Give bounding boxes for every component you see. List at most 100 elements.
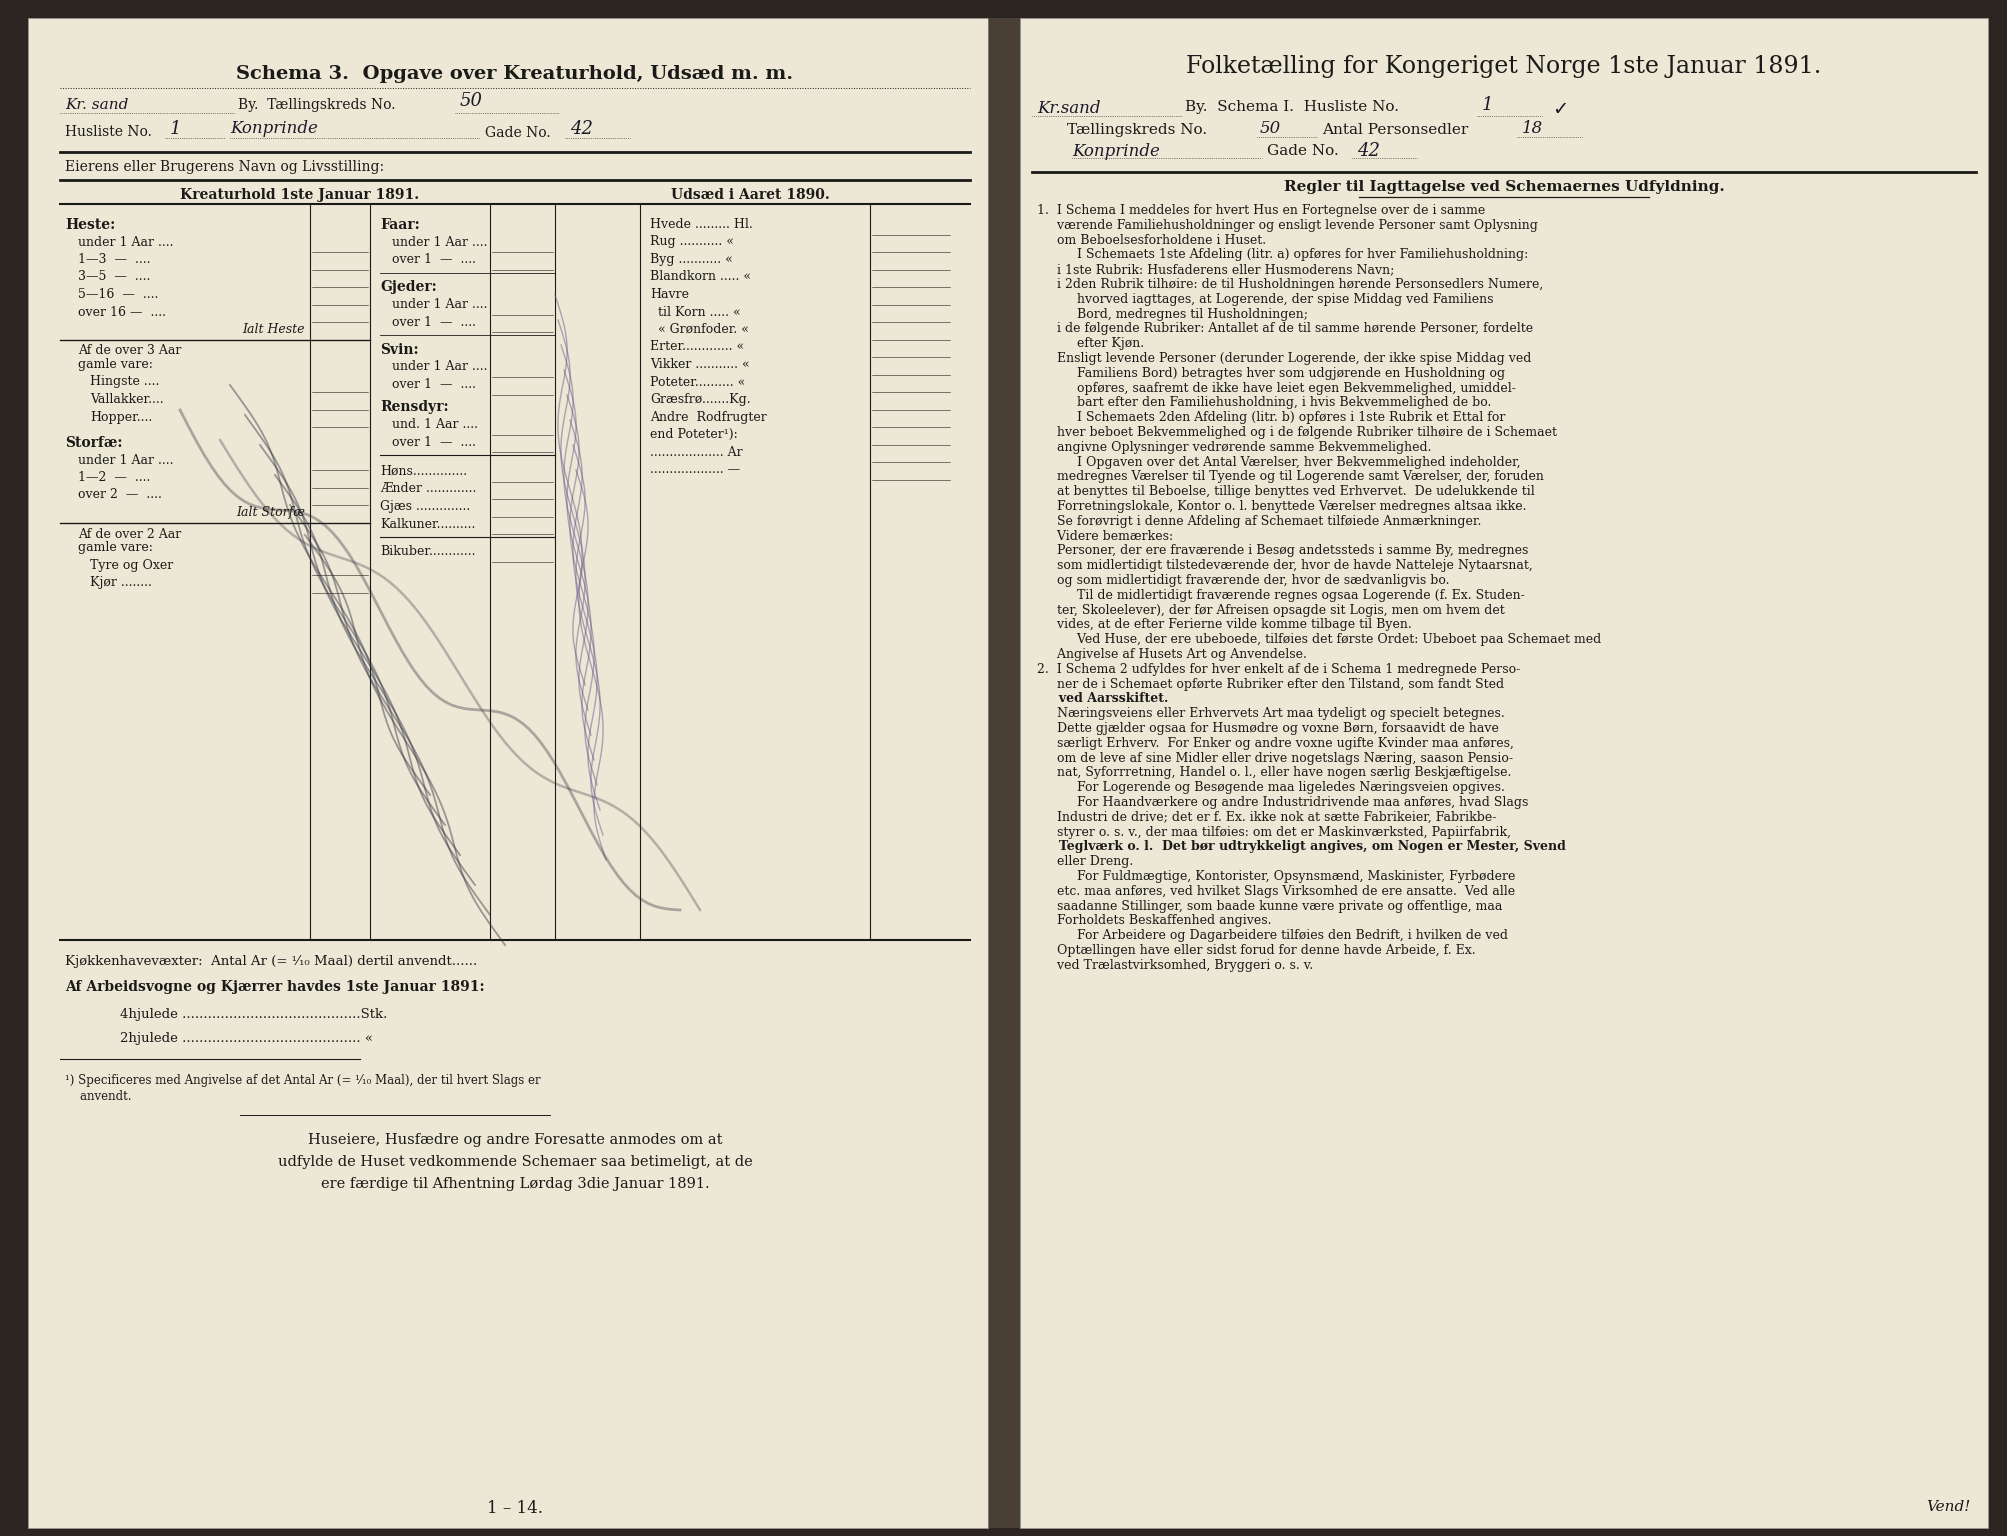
Text: Kjøkkenhavevæxter:  Antal Ar (= ¹⁄₁₀ Maal) dertil anvendt......: Kjøkkenhavevæxter: Antal Ar (= ¹⁄₁₀ Maal… — [64, 955, 478, 968]
Text: Poteter.......... «: Poteter.......... « — [650, 375, 745, 389]
Text: For Arbeidere og Dagarbeidere tilføies den Bedrift, i hvilken de ved: For Arbeidere og Dagarbeidere tilføies d… — [1038, 929, 1507, 942]
Text: ................... Ar: ................... Ar — [650, 445, 743, 459]
Text: Konprinde: Konprinde — [231, 120, 317, 137]
Text: Angivelse af Husets Art og Anvendelse.: Angivelse af Husets Art og Anvendelse. — [1038, 648, 1307, 660]
Text: Havre: Havre — [650, 289, 688, 301]
Text: Kr.sand: Kr.sand — [1038, 100, 1100, 117]
Text: Kr. sand: Kr. sand — [64, 98, 128, 112]
Text: Regler til Iagttagelse ved Schemaernes Udfyldning.: Regler til Iagttagelse ved Schemaernes U… — [1284, 180, 1724, 194]
Text: Eierens eller Brugerens Navn og Livsstilling:: Eierens eller Brugerens Navn og Livsstil… — [64, 160, 383, 174]
Text: over 1  —  ....: over 1 — .... — [391, 253, 476, 266]
Text: Kjør ........: Kjør ........ — [90, 576, 153, 588]
Text: ................... —: ................... — — [650, 462, 741, 476]
Text: Af de over 2 Aar: Af de over 2 Aar — [78, 527, 181, 541]
Text: Græsfrø.......Kg.: Græsfrø.......Kg. — [650, 393, 751, 406]
Text: 1—3  —  ....: 1—3 — .... — [78, 253, 151, 266]
Text: Heste:: Heste: — [64, 218, 114, 232]
Text: Gjeder:: Gjeder: — [379, 281, 438, 295]
Text: Gjæs ..............: Gjæs .............. — [379, 501, 470, 513]
Text: 1 – 14.: 1 – 14. — [488, 1501, 544, 1518]
Text: ner de i Schemaet opførte Rubriker efter den Tilstand, som fandt Sted: ner de i Schemaet opførte Rubriker efter… — [1038, 677, 1503, 691]
Text: For Fuldmægtige, Kontorister, Opsynsmænd, Maskinister, Fyrbødere: For Fuldmægtige, Kontorister, Opsynsmænd… — [1038, 869, 1515, 883]
Text: 4hjulede ..........................................Stk.: 4hjulede ...............................… — [120, 1008, 387, 1021]
Text: angivne Oplysninger vedrørende samme Bekvemmelighed.: angivne Oplysninger vedrørende samme Bek… — [1038, 441, 1431, 453]
Text: Tyre og Oxer: Tyre og Oxer — [90, 559, 173, 571]
Text: saadanne Stillinger, som baade kunne være private og offentlige, maa: saadanne Stillinger, som baade kunne vær… — [1038, 900, 1503, 912]
Text: i de følgende Rubriker: Antallet af de til samme hørende Personer, fordelte: i de følgende Rubriker: Antallet af de t… — [1038, 323, 1533, 335]
Text: Hvede ......... Hl.: Hvede ......... Hl. — [650, 218, 753, 230]
Bar — [28, 18, 987, 1528]
Text: Teglværk o. l.  Det bør udtrykkeligt angives, om Nogen er Mester, Svend: Teglværk o. l. Det bør udtrykkeligt angi… — [1038, 840, 1565, 854]
Text: bart efter den Familiehusholdning, i hvis Bekvemmelighed de bo.: bart efter den Familiehusholdning, i hvi… — [1038, 396, 1491, 410]
Text: i 1ste Rubrik: Husfaderens eller Husmoderens Navn;: i 1ste Rubrik: Husfaderens eller Husmode… — [1038, 263, 1395, 276]
Text: efter Kjøn.: efter Kjøn. — [1038, 338, 1144, 350]
Text: 5—16  —  ....: 5—16 — .... — [78, 289, 159, 301]
Text: Optællingen have eller sidst forud for denne havde Arbeide, f. Ex.: Optællingen have eller sidst forud for d… — [1038, 945, 1475, 957]
Text: Kalkuner..........: Kalkuner.......... — [379, 518, 476, 530]
Text: medregnes Værelser til Tyende og til Logerende samt Værelser, der, foruden: medregnes Værelser til Tyende og til Log… — [1038, 470, 1543, 484]
Text: I Opgaven over det Antal Værelser, hver Bekvemmelighed indeholder,: I Opgaven over det Antal Værelser, hver … — [1038, 456, 1521, 468]
Text: I Schemaets 2den Afdeling (litr. b) opføres i 1ste Rubrik et Ettal for: I Schemaets 2den Afdeling (litr. b) opfø… — [1038, 412, 1505, 424]
Text: Af de over 3 Aar: Af de over 3 Aar — [78, 344, 181, 358]
Text: Blandkorn ..... «: Blandkorn ..... « — [650, 270, 751, 284]
Text: Rensdyr:: Rensdyr: — [379, 401, 450, 415]
Text: Ensligt levende Personer (derunder Logerende, der ikke spise Middag ved: Ensligt levende Personer (derunder Loger… — [1038, 352, 1531, 366]
Text: Høns..............: Høns.............. — [379, 465, 468, 478]
Text: ved Trælastvirksomhed, Bryggeri o. s. v.: ved Trælastvirksomhed, Bryggeri o. s. v. — [1038, 958, 1313, 972]
Text: værende Familiehusholdninger og ensligt levende Personer samt Oplysning: værende Familiehusholdninger og ensligt … — [1038, 218, 1537, 232]
Text: Familiens Bord) betragtes hver som udgjørende en Husholdning og: Familiens Bord) betragtes hver som udgjø… — [1038, 367, 1505, 379]
Text: som midlertidigt tilstedeværende der, hvor de havde Natteleje Nytaarsnat,: som midlertidigt tilstedeværende der, hv… — [1038, 559, 1533, 573]
Text: ¹) Specificeres med Angivelse af det Antal Ar (= ¹⁄₁₀ Maal), der til hvert Slags: ¹) Specificeres med Angivelse af det Ant… — [64, 1074, 540, 1087]
Text: Vend!: Vend! — [1927, 1501, 1971, 1514]
Text: Svin:: Svin: — [379, 343, 419, 356]
Text: over 1  —  ....: over 1 — .... — [391, 378, 476, 392]
Text: Tællingskreds No.: Tællingskreds No. — [1068, 123, 1206, 137]
Text: Personer, der ere fraværende i Besøg andetssteds i samme By, medregnes: Personer, der ere fraværende i Besøg and… — [1038, 544, 1529, 558]
Text: For Logerende og Besøgende maa ligeledes Næringsveien opgives.: For Logerende og Besøgende maa ligeledes… — [1038, 782, 1505, 794]
Text: ved Aarsskiftet.: ved Aarsskiftet. — [1038, 693, 1168, 705]
Text: Industri de drive; det er f. Ex. ikke nok at sætte Fabrikeier, Fabrikbe-: Industri de drive; det er f. Ex. ikke no… — [1038, 811, 1497, 823]
Text: 1: 1 — [1481, 95, 1493, 114]
Text: Vallakker....: Vallakker.... — [90, 393, 165, 406]
Text: eller Dreng.: eller Dreng. — [1038, 856, 1134, 868]
Text: særligt Erhverv.  For Enker og andre voxne ugifte Kvinder maa anføres,: særligt Erhverv. For Enker og andre voxn… — [1038, 737, 1513, 750]
Text: til Korn ..... «: til Korn ..... « — [650, 306, 741, 318]
Text: For Haandværkere og andre Industridrivende maa anføres, hvad Slags: For Haandværkere og andre Industridriven… — [1038, 796, 1529, 809]
Text: Næringsveiens eller Erhvervets Art maa tydeligt og specielt betegnes.: Næringsveiens eller Erhvervets Art maa t… — [1038, 707, 1505, 720]
Text: Schema 3.  Opgave over Kreaturhold, Udsæd m. m.: Schema 3. Opgave over Kreaturhold, Udsæd… — [237, 65, 793, 83]
Text: hvorved iagttages, at Logerende, der spise Middag ved Familiens: hvorved iagttages, at Logerende, der spi… — [1038, 293, 1493, 306]
Text: Husliste No.: Husliste No. — [64, 124, 153, 138]
Text: Forholdets Beskaffenhed angives.: Forholdets Beskaffenhed angives. — [1038, 914, 1272, 928]
Text: Kreaturhold 1ste Januar 1891.: Kreaturhold 1ste Januar 1891. — [181, 187, 419, 203]
Text: under 1 Aar ....: under 1 Aar .... — [391, 235, 488, 249]
Text: styrer o. s. v., der maa tilføies: om det er Maskinværksted, Papiirfabrik,: styrer o. s. v., der maa tilføies: om de… — [1038, 825, 1511, 839]
Text: under 1 Aar ....: under 1 Aar .... — [78, 453, 173, 467]
Text: Gade No.: Gade No. — [1266, 144, 1339, 158]
Text: ter, Skoleelever), der før Afreisen opsagde sit Logis, men om hvem det: ter, Skoleelever), der før Afreisen opsa… — [1038, 604, 1505, 616]
Text: Rug ........... «: Rug ........... « — [650, 235, 735, 249]
Text: over 16 —  ....: over 16 — .... — [78, 306, 167, 318]
Text: Til de midlertidigt fraværende regnes ogsaa Logerende (f. Ex. Studen-: Til de midlertidigt fraværende regnes og… — [1038, 588, 1525, 602]
Text: 50: 50 — [1260, 120, 1280, 137]
Text: 42: 42 — [570, 120, 592, 138]
Text: Videre bemærkes:: Videre bemærkes: — [1038, 530, 1174, 542]
Text: 50: 50 — [460, 92, 484, 111]
Text: Huseiere, Husfædre og andre Foresatte anmodes om at: Huseiere, Husfædre og andre Foresatte an… — [307, 1134, 723, 1147]
Text: By.  Tællingskreds No.: By. Tællingskreds No. — [239, 98, 395, 112]
Text: Bikuber............: Bikuber............ — [379, 545, 476, 558]
Text: Gade No.: Gade No. — [486, 126, 550, 140]
Text: Dette gjælder ogsaa for Husmødre og voxne Børn, forsaavidt de have: Dette gjælder ogsaa for Husmødre og voxn… — [1038, 722, 1499, 736]
Text: I Schemaets 1ste Afdeling (litr. a) opføres for hver Familiehusholdning:: I Schemaets 1ste Afdeling (litr. a) opfø… — [1038, 249, 1527, 261]
Text: Storfæ:: Storfæ: — [64, 436, 122, 450]
Text: 3—5  —  ....: 3—5 — .... — [78, 270, 151, 284]
Text: ere færdige til Afhentning Lørdag 3die Januar 1891.: ere færdige til Afhentning Lørdag 3die J… — [321, 1177, 708, 1190]
Text: over 1  —  ....: over 1 — .... — [391, 436, 476, 449]
Text: und. 1 Aar ....: und. 1 Aar .... — [391, 418, 478, 432]
Text: gamle vare:: gamle vare: — [78, 358, 153, 372]
Text: Konprinde: Konprinde — [1072, 143, 1160, 160]
Text: Folketælling for Kongeriget Norge 1ste Januar 1891.: Folketælling for Kongeriget Norge 1ste J… — [1186, 55, 1822, 78]
Text: 1—2  —  ....: 1—2 — .... — [78, 472, 151, 484]
Text: Hingste ....: Hingste .... — [90, 375, 159, 389]
Text: nat, Syforrretning, Handel o. l., eller have nogen særlig Beskjæftigelse.: nat, Syforrretning, Handel o. l., eller … — [1038, 766, 1511, 779]
Text: 2hjulede .......................................... «: 2hjulede ...............................… — [120, 1032, 373, 1044]
